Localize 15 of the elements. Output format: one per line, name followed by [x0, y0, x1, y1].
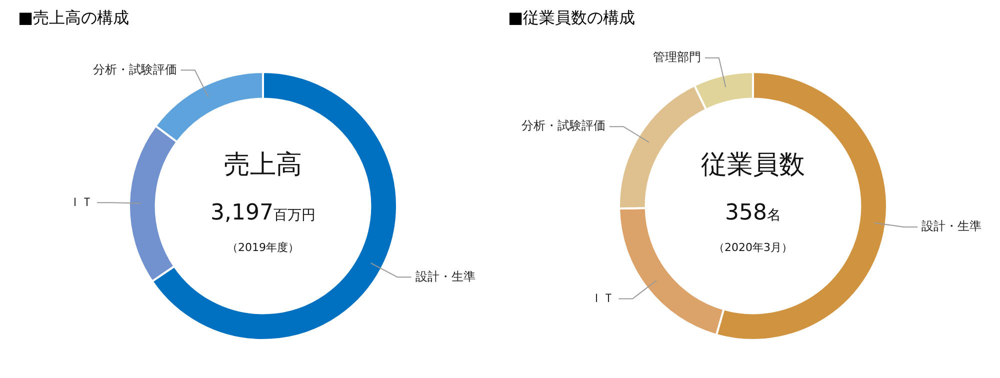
text: （2019年度）: [227, 240, 299, 254]
slice-label: ＩＴ: [69, 194, 94, 209]
slice-label: ＩＴ: [590, 290, 615, 305]
text: 358名: [725, 200, 781, 226]
slice-label: 設計・生準: [922, 219, 982, 234]
text: （2020年3月）: [714, 240, 792, 254]
text: 3,197百万円: [210, 200, 316, 226]
chart-title: ■売上高の構成: [17, 8, 130, 27]
slice-label: 分析・試験評価: [92, 62, 177, 76]
slice-label: 設計・生準: [415, 269, 476, 284]
slice-label: 管理部門: [652, 50, 701, 64]
text: 売上高: [224, 150, 302, 180]
chart-title: ■従業員数の構成: [507, 8, 636, 27]
slice-label: 分析・試験評価: [521, 118, 606, 133]
text: 従業員数: [701, 150, 805, 180]
